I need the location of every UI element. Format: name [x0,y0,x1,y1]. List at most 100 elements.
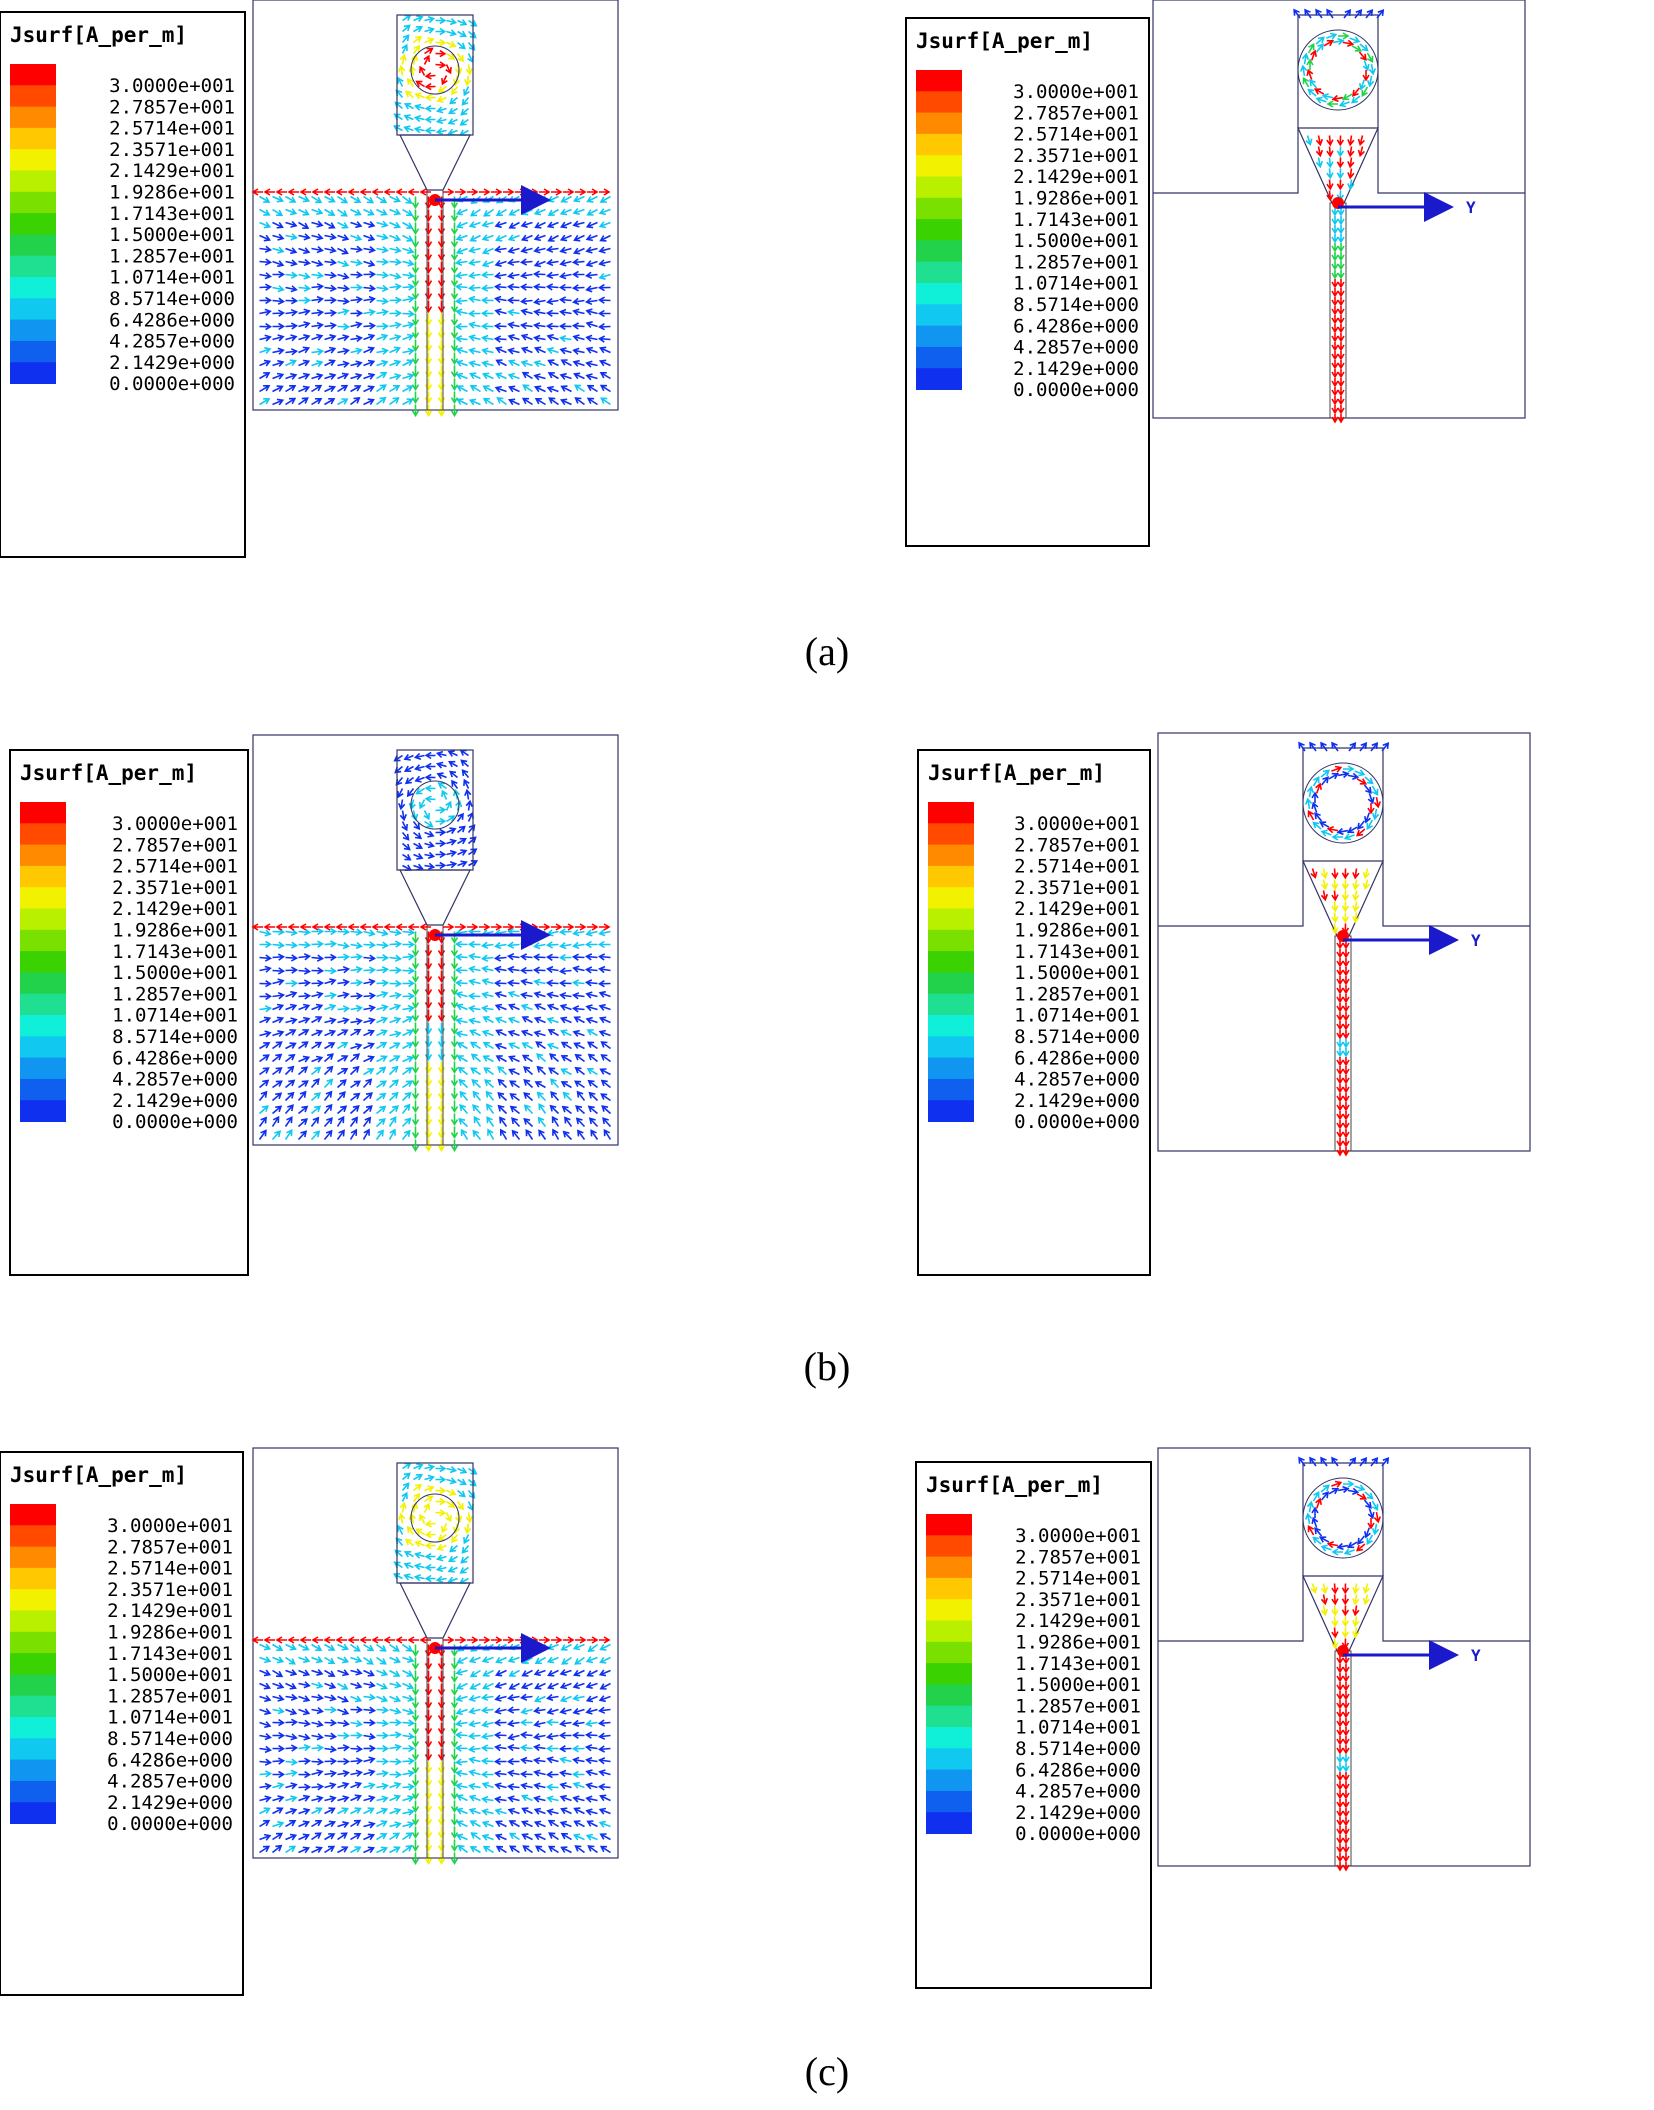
current-arrow [324,398,336,406]
current-arrow [437,365,446,379]
current-arrow [350,1004,363,1013]
current-arrow [506,952,520,961]
current-arrow [1306,785,1315,798]
current-arrow [443,1636,455,1644]
current-arrow [389,1055,401,1063]
current-arrow [350,321,363,329]
current-arrow [437,1800,446,1814]
legend-value: 4.2857e+000 [1014,1069,1140,1091]
current-arrow [424,104,436,113]
current-arrow [494,1808,507,1816]
current-arrow [559,1769,572,1778]
current-arrow [559,272,572,280]
current-arrow [533,1743,546,1752]
current-arrow [411,287,420,301]
current-arrow [1352,1594,1360,1606]
current-arrow [598,1016,611,1024]
taper-section [1302,1575,1384,1652]
current-arrow [472,1090,482,1102]
current-arrow [363,333,376,341]
current-arrow [285,397,297,406]
current-arrow [1336,1048,1344,1058]
current-arrow [469,1029,481,1037]
current-arrow [493,979,507,987]
current-arrow [389,1643,400,1652]
current-arrow [450,1670,459,1684]
current-arrow [1354,769,1366,777]
current-arrow [337,1643,350,1651]
current-arrow [1310,49,1317,61]
legend-swatch [926,1577,972,1600]
current-arrow [1315,8,1323,19]
legend-value: 2.7857e+001 [1014,834,1140,856]
current-arrow [519,322,533,330]
current-arrow [1343,833,1355,841]
current-arrow [324,322,338,330]
current-arrow [411,222,420,236]
legend-value: 0.0000e+000 [1013,379,1139,401]
legend-swatch [10,1695,56,1718]
current-arrow [455,247,468,255]
current-arrow [1320,879,1329,891]
current-arrow [298,1770,312,1779]
current-arrow [311,1807,323,1815]
current-arrow [521,397,533,406]
current-arrow [272,246,285,254]
current-arrow [376,1029,388,1037]
current-arrow [335,188,347,196]
current-arrow [587,188,599,196]
current-arrow [519,258,533,266]
current-arrow [413,114,425,123]
current-arrow [515,1636,527,1644]
current-arrow [493,1719,507,1727]
current-arrow [460,1128,469,1140]
current-arrow [494,385,507,393]
current-arrow [1301,52,1310,65]
current-arrow [571,284,585,292]
current-arrow [545,283,559,291]
current-arrow [389,928,402,937]
current-arrow [402,1004,415,1013]
legend-value: 2.1429e+001 [107,1600,233,1622]
current-arrow [1342,1075,1350,1085]
current-arrow [419,799,426,810]
current-arrow [412,1492,421,1502]
current-arrow [298,1080,309,1089]
current-arrow [404,776,414,785]
current-arrow [437,1009,446,1023]
current-arrow [324,1042,336,1050]
current-arrow [482,1682,494,1690]
current-arrow [480,1706,494,1714]
current-arrow [481,347,494,355]
current-arrow [407,188,419,196]
current-arrow [411,970,420,984]
current-arrow [311,1055,324,1063]
current-arrow [1331,315,1339,325]
current-arrow [494,295,507,303]
current-arrow [495,234,507,242]
current-arrow [424,1574,436,1583]
current-arrow [1336,1853,1344,1863]
legend-swatch [928,1078,974,1101]
current-arrow [494,991,507,999]
current-arrow [1352,879,1360,891]
current-arrow [411,1839,420,1853]
current-arrow [560,385,572,393]
current-arrow [285,271,299,279]
current-arrow [1342,1066,1350,1076]
current-arrow [1311,1506,1319,1518]
current-arrow [389,334,402,342]
current-arrow [446,815,456,823]
current-arrow [521,1016,533,1024]
current-arrow [573,372,585,380]
current-arrow [535,1041,546,1050]
current-arrow [494,1016,507,1024]
current-arrow [1359,1456,1368,1467]
current-arrow [584,979,598,987]
current-arrow [424,72,436,80]
current-arrow [483,208,494,217]
current-arrow [437,209,446,223]
current-arrow [324,1706,338,1714]
current-arrow [545,1770,559,1779]
current-arrow [259,308,272,316]
